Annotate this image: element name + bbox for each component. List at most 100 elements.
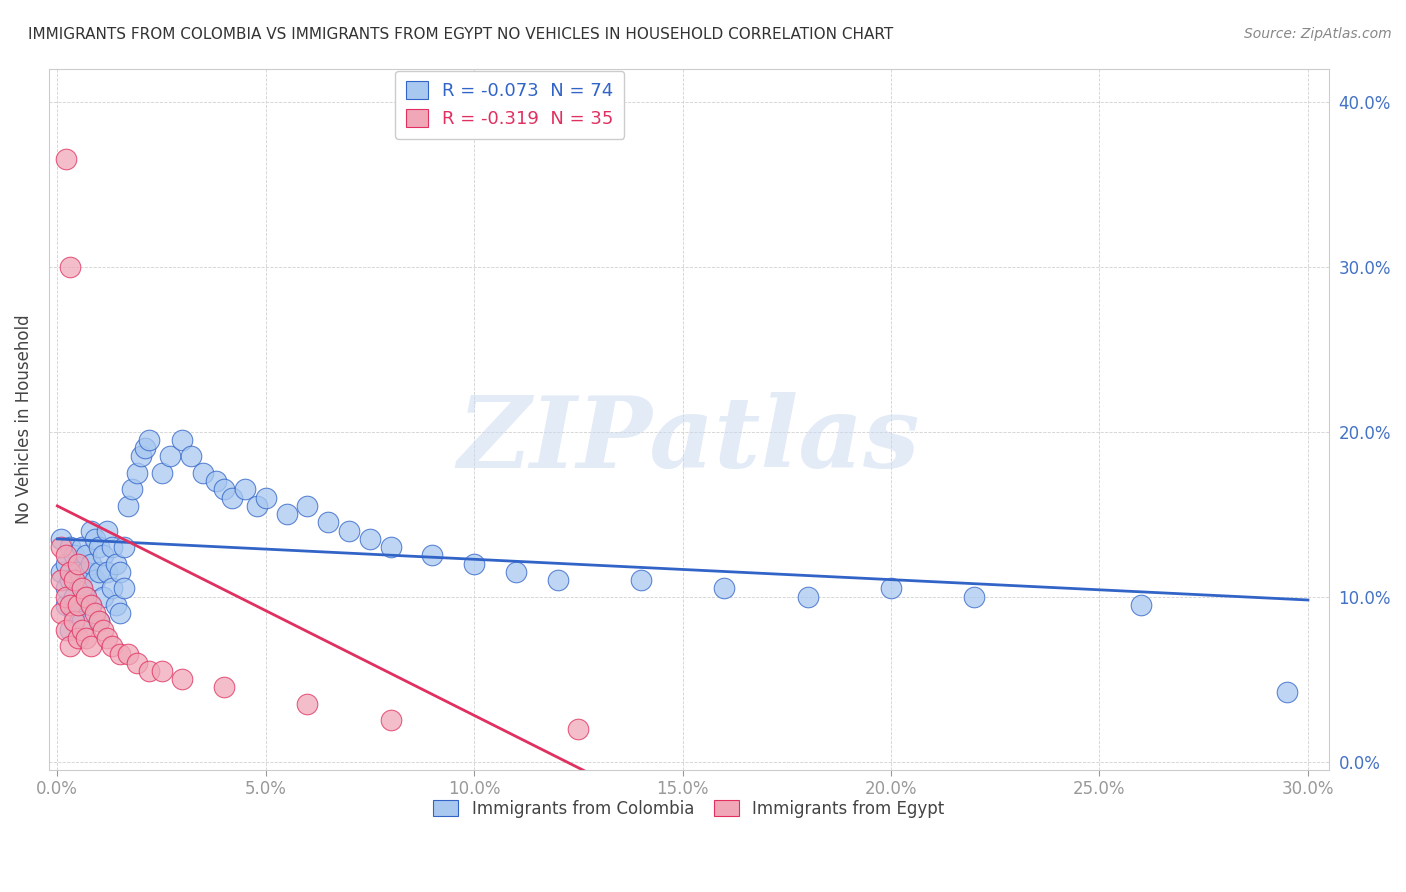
Point: [212, 483, 235, 497]
Point: [83, 532, 105, 546]
Point: [83, 573, 105, 587]
Point: [51, 573, 73, 587]
Text: ZIPatlas: ZIPatlas: [458, 392, 920, 489]
Point: [422, 549, 444, 563]
Point: [79, 524, 101, 538]
Point: [1275, 685, 1298, 699]
Point: [87, 540, 110, 554]
Point: [150, 466, 173, 480]
Point: [796, 590, 818, 604]
Point: [129, 450, 152, 464]
Point: [100, 639, 122, 653]
Point: [108, 606, 131, 620]
Point: [963, 590, 986, 604]
Point: [72, 582, 94, 596]
Point: [72, 582, 94, 596]
Point: [79, 639, 101, 653]
Point: [221, 491, 243, 505]
Point: [63, 549, 86, 563]
Point: [51, 532, 73, 546]
Point: [117, 648, 139, 662]
Point: [91, 590, 114, 604]
Point: [87, 615, 110, 629]
Point: [880, 582, 903, 596]
Point: [67, 598, 90, 612]
Point: [55, 549, 77, 563]
Point: [59, 260, 82, 274]
Point: [55, 590, 77, 604]
Point: [51, 540, 73, 554]
Point: [76, 590, 98, 604]
Point: [63, 615, 86, 629]
Point: [55, 153, 77, 167]
Point: [76, 631, 98, 645]
Point: [55, 582, 77, 596]
Point: [91, 549, 114, 563]
Point: [172, 672, 194, 686]
Point: [117, 499, 139, 513]
Point: [233, 483, 256, 497]
Point: [55, 557, 77, 571]
Point: [505, 565, 527, 579]
Point: [59, 623, 82, 637]
Point: [100, 540, 122, 554]
Point: [125, 466, 148, 480]
Point: [76, 549, 98, 563]
Point: [87, 615, 110, 629]
Point: [96, 631, 118, 645]
Point: [180, 450, 202, 464]
Point: [72, 615, 94, 629]
Point: [63, 573, 86, 587]
Point: [172, 433, 194, 447]
Point: [297, 499, 319, 513]
Point: [297, 697, 319, 711]
Point: [125, 656, 148, 670]
Point: [59, 573, 82, 587]
Point: [79, 598, 101, 612]
Text: IMMIGRANTS FROM COLOMBIA VS IMMIGRANTS FROM EGYPT NO VEHICLES IN HOUSEHOLD CORRE: IMMIGRANTS FROM COLOMBIA VS IMMIGRANTS F…: [28, 27, 893, 42]
Point: [150, 664, 173, 678]
Point: [112, 582, 135, 596]
Y-axis label: No Vehicles in Household: No Vehicles in Household: [15, 315, 32, 524]
Point: [108, 565, 131, 579]
Point: [55, 598, 77, 612]
Point: [67, 565, 90, 579]
Text: Source: ZipAtlas.com: Source: ZipAtlas.com: [1244, 27, 1392, 41]
Point: [121, 483, 143, 497]
Point: [59, 598, 82, 612]
Point: [380, 540, 402, 554]
Point: [96, 524, 118, 538]
Point: [630, 573, 652, 587]
Point: [51, 565, 73, 579]
Point: [212, 681, 235, 695]
Point: [67, 631, 90, 645]
Point: [51, 606, 73, 620]
Point: [72, 623, 94, 637]
Point: [104, 557, 127, 571]
Point: [463, 557, 485, 571]
Point: [104, 598, 127, 612]
Point: [138, 664, 160, 678]
Point: [79, 557, 101, 571]
Point: [159, 450, 181, 464]
Point: [83, 606, 105, 620]
Point: [72, 540, 94, 554]
Point: [55, 623, 77, 637]
Point: [59, 639, 82, 653]
Point: [96, 565, 118, 579]
Point: [76, 590, 98, 604]
Point: [100, 582, 122, 596]
Point: [567, 722, 589, 736]
Point: [204, 474, 226, 488]
Point: [316, 516, 339, 530]
Point: [337, 524, 360, 538]
Point: [63, 590, 86, 604]
Point: [359, 532, 381, 546]
Point: [67, 557, 90, 571]
Point: [1130, 598, 1153, 612]
Point: [713, 582, 735, 596]
Point: [193, 466, 215, 480]
Point: [254, 491, 277, 505]
Point: [59, 565, 82, 579]
Point: [79, 598, 101, 612]
